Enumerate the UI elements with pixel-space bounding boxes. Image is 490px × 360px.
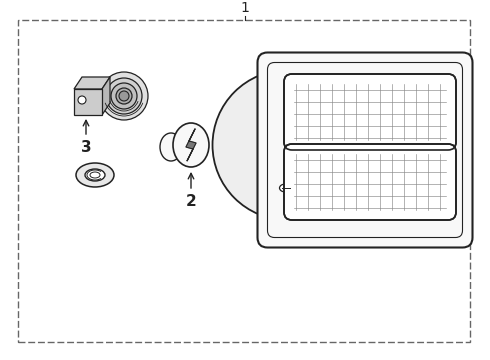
Ellipse shape xyxy=(85,169,105,181)
Ellipse shape xyxy=(173,123,209,167)
Bar xyxy=(74,89,102,115)
Polygon shape xyxy=(74,77,110,89)
Circle shape xyxy=(119,91,129,101)
FancyBboxPatch shape xyxy=(284,74,456,150)
Ellipse shape xyxy=(160,133,182,161)
Circle shape xyxy=(78,96,86,104)
Polygon shape xyxy=(186,129,196,161)
Circle shape xyxy=(213,70,363,220)
Circle shape xyxy=(111,83,137,109)
Polygon shape xyxy=(102,77,110,115)
Text: 1: 1 xyxy=(241,1,249,15)
Circle shape xyxy=(116,88,132,104)
Text: 3: 3 xyxy=(81,139,91,154)
Bar xyxy=(18,20,470,342)
Ellipse shape xyxy=(76,163,114,187)
Circle shape xyxy=(100,72,148,120)
FancyBboxPatch shape xyxy=(284,144,456,220)
Circle shape xyxy=(106,78,142,114)
FancyBboxPatch shape xyxy=(258,53,472,248)
Ellipse shape xyxy=(279,184,292,192)
Text: 2: 2 xyxy=(186,194,196,208)
